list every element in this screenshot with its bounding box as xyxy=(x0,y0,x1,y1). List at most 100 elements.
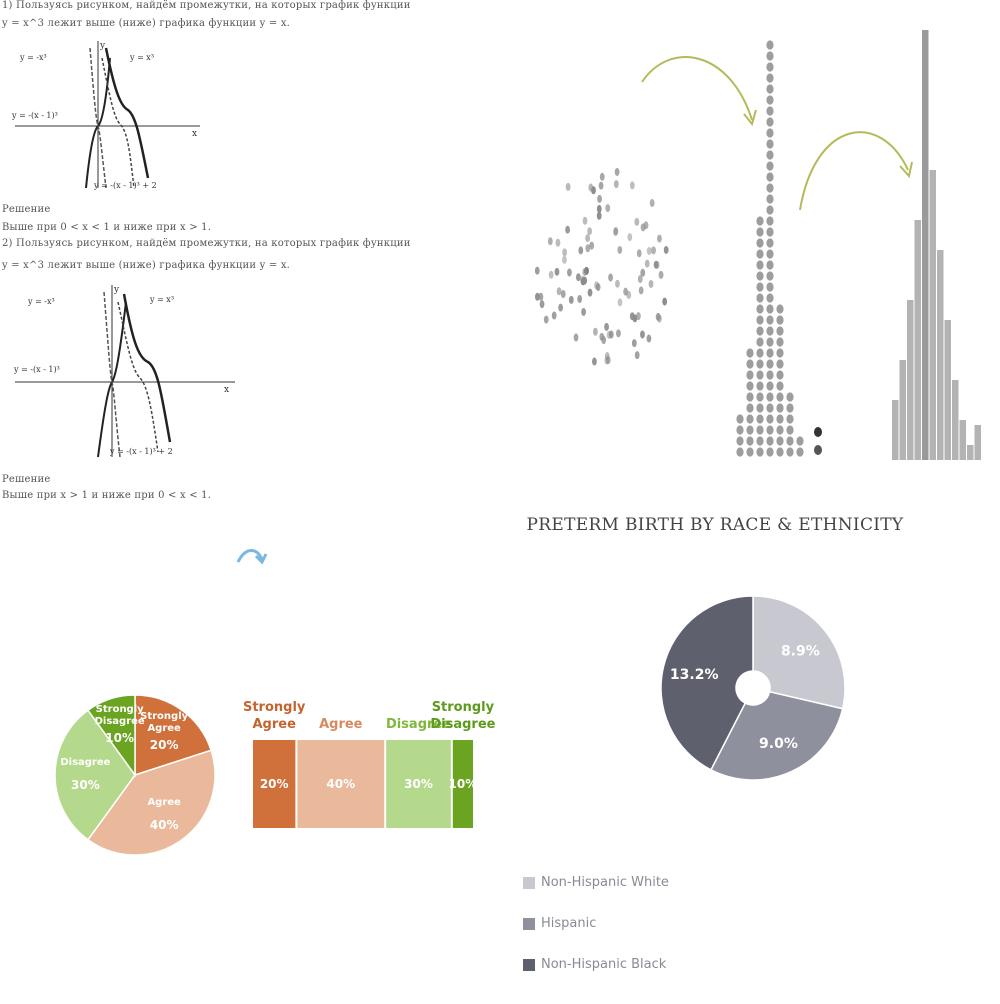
scatter-dot xyxy=(582,276,588,285)
stacked-dot xyxy=(776,370,784,380)
stacked-dot xyxy=(766,392,774,402)
legend-label: Non-Hispanic Black xyxy=(541,957,667,972)
stacked-dot xyxy=(766,282,774,292)
stacked-dot xyxy=(766,403,774,413)
scatter-dot xyxy=(565,182,571,191)
stacked-dot xyxy=(766,260,774,270)
scatter-dot xyxy=(636,249,642,258)
arrow-1-icon xyxy=(641,56,753,121)
solution-1-text: Выше при 0 < x < 1 и ниже при x > 1. xyxy=(2,222,212,233)
stacked-dot xyxy=(766,40,774,50)
stacked-dot xyxy=(766,172,774,182)
stacked-dot-columns xyxy=(736,40,822,457)
stacked-dot xyxy=(746,392,754,402)
stacked-dot xyxy=(746,425,754,435)
stacked-dot xyxy=(746,381,754,391)
histogram-bar xyxy=(907,300,914,460)
scatter-dot xyxy=(555,238,561,247)
stacked-dot xyxy=(786,392,794,402)
histogram-bars xyxy=(892,30,981,460)
stacked-dot xyxy=(796,436,804,446)
graph-2-label-neg-x3: y = -x³ xyxy=(27,297,55,306)
donut-slice-hispanic xyxy=(709,690,844,781)
donut-value-label: 8.9% xyxy=(781,643,820,659)
scatter-dot xyxy=(551,311,557,320)
solution-1-heading: Решение xyxy=(2,204,51,215)
scatter-dot xyxy=(657,314,662,323)
pie-category-label: Agree xyxy=(147,723,181,734)
scatter-dot xyxy=(605,204,611,213)
stacked-dot xyxy=(766,304,774,314)
scatter-dot xyxy=(585,234,591,243)
stacked-dot xyxy=(756,282,764,292)
scatter-dot xyxy=(568,295,574,304)
bar-value-label: 20% xyxy=(260,777,289,791)
scatter-dot xyxy=(589,241,595,250)
stacked-dot xyxy=(766,106,774,116)
refresh-arrow-icon xyxy=(236,549,264,563)
scatter-dot xyxy=(604,322,609,331)
pie-category-label: Agree xyxy=(147,797,181,808)
stacked-dot xyxy=(776,392,784,402)
likert-svg: StronglyAgree20%Agree40%Disagree30%Stron… xyxy=(54,549,496,856)
bar-segment-strongly-disagree xyxy=(452,740,473,828)
stacked-dot xyxy=(766,183,774,193)
stacked-dot xyxy=(756,304,764,314)
stacked-dot xyxy=(786,414,794,424)
stacked-dot xyxy=(736,425,744,435)
donut-slice-non-hispanic-white xyxy=(752,595,846,710)
stacked-dot xyxy=(766,447,774,457)
stacked-dot xyxy=(756,271,764,281)
problem-1-text: 1) Пользуясь рисунком, найдём промежутки… xyxy=(2,0,411,11)
bar-category-label: Agree xyxy=(252,717,296,732)
stacked-dot xyxy=(756,381,764,391)
likert-charts: Strongly Agree 20% Agree 40% Disagree 30% Stron… xyxy=(0,520,500,1000)
stacked-dot xyxy=(746,370,754,380)
stacked-dot xyxy=(756,425,764,435)
cubic-graph-2: y y = -x³ y = x³ y = -(x - 1)³ x y = -(x… xyxy=(13,285,235,458)
scatter-dot xyxy=(567,268,572,277)
stacked-dot xyxy=(766,150,774,160)
pie-slice-disagree xyxy=(54,709,136,841)
scatter-dot xyxy=(613,180,619,189)
refresh-arrow-head xyxy=(254,553,268,565)
bar-value-label: 10% xyxy=(449,777,478,791)
stacked-dot xyxy=(776,425,784,435)
stacked-dot xyxy=(756,216,764,226)
donut-svg: 8.9% 9.0% 13.2% xyxy=(660,595,846,781)
stacked-dot xyxy=(766,271,774,281)
legend-swatch xyxy=(523,959,535,971)
scatter-dot xyxy=(654,260,660,269)
arrow-2-icon xyxy=(799,131,909,211)
graph-2-label-y: y xyxy=(113,285,120,295)
stacked-dot xyxy=(776,403,784,413)
stacked-dot xyxy=(766,436,774,446)
scatter-dot xyxy=(558,303,564,312)
pie-category-label: Strongly xyxy=(140,711,188,722)
stacked-dot xyxy=(776,326,784,336)
scatter-dot xyxy=(648,279,654,288)
scatter-dot xyxy=(534,266,540,275)
stacked-dot xyxy=(746,403,754,413)
scatter-dot xyxy=(638,286,644,295)
stacked-dot xyxy=(766,128,774,138)
scatter-dot xyxy=(560,290,566,299)
scatter-dot xyxy=(658,270,664,279)
histogram-bar xyxy=(892,400,899,460)
stacked-dot xyxy=(766,425,774,435)
math-worksheet: 1) Пользуясь рисунком, найдём промежутки… xyxy=(0,0,500,505)
legend: Non-Hispanic White Hispanic Non-Hispanic B… xyxy=(505,875,805,995)
stacked-dot xyxy=(776,381,784,391)
pie-value-label: 30% xyxy=(71,778,100,792)
donut-slice-non-hispanic-black xyxy=(660,595,754,771)
scatter-dot xyxy=(629,181,635,190)
scatter-dot xyxy=(597,194,602,203)
stacked-dot xyxy=(814,445,822,455)
scatter-dot xyxy=(637,275,643,284)
scatter-dot xyxy=(573,333,579,342)
bar-segment-disagree xyxy=(386,740,451,828)
stacked-dot xyxy=(786,425,794,435)
stacked-dot xyxy=(756,392,764,402)
stacked-dot xyxy=(766,95,774,105)
likert-pie-chart: StronglyAgree20%Agree40%Disagree30%Stron… xyxy=(54,694,216,856)
